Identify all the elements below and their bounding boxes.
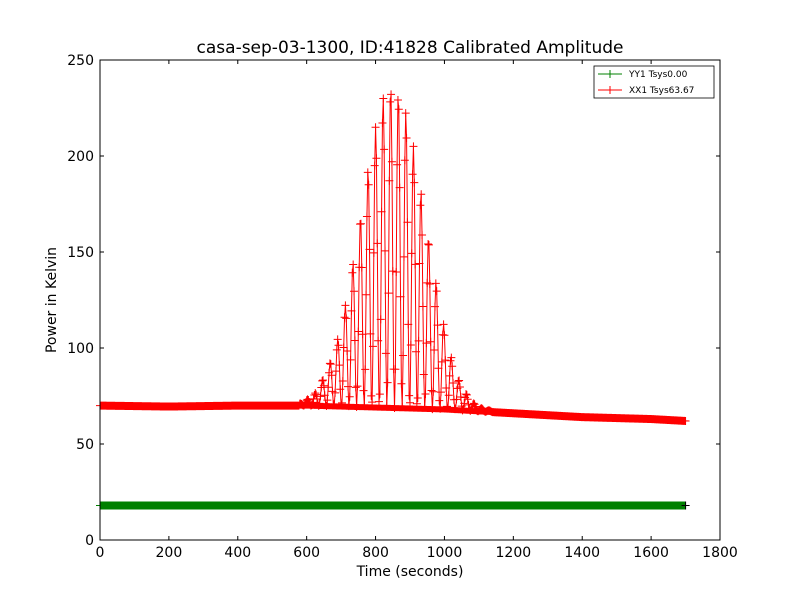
y-tick-label: 50: [76, 437, 94, 453]
ticks-layer: 0 200 400 600 800 1000 1200 1400 1600 1800 0 50 100 1…: [67, 53, 738, 561]
legend-label-yy1: YY1 Tsys0.00: [628, 70, 688, 80]
x-tick-label: 600: [293, 545, 320, 561]
legend-marker-yy1: [606, 70, 614, 78]
legend-label-xx1: XX1 Tsys63.67: [629, 86, 694, 96]
x-tick-label: 1600: [633, 545, 669, 561]
y-tick-label: 250: [67, 53, 94, 69]
series-yy1-end-marker: [681, 501, 690, 510]
x-tick-label: 800: [362, 545, 389, 561]
x-tick-label: 1800: [702, 545, 738, 561]
legend-box: [593, 65, 715, 99]
y-tick-label: 100: [67, 341, 94, 357]
legend: YY1 Tsys0.00 XX1 Tsys63.67: [593, 65, 715, 99]
y-tick-label: 200: [67, 149, 94, 165]
series-yy1-markers: [96, 501, 690, 510]
series-yy1: [96, 501, 690, 510]
x-tick-label: 0: [96, 545, 105, 561]
x-tick-label: 1200: [496, 545, 532, 561]
chart-title: casa-sep-03-1300, ID:41828 Calibrated Am…: [197, 38, 624, 58]
y-axis-title: Power in Kelvin: [44, 247, 60, 353]
x-tick-label: 1400: [564, 545, 600, 561]
x-tick-label: 1000: [427, 545, 463, 561]
y-tick-label: 150: [67, 245, 94, 261]
legend-marker-xx1: [606, 86, 614, 94]
y-tick-label: 0: [85, 533, 94, 549]
plot-frame: [99, 59, 721, 541]
x-axis-title: Time (seconds): [356, 564, 464, 580]
x-tick-label: 200: [156, 545, 183, 561]
x-tick-label: 400: [224, 545, 251, 561]
